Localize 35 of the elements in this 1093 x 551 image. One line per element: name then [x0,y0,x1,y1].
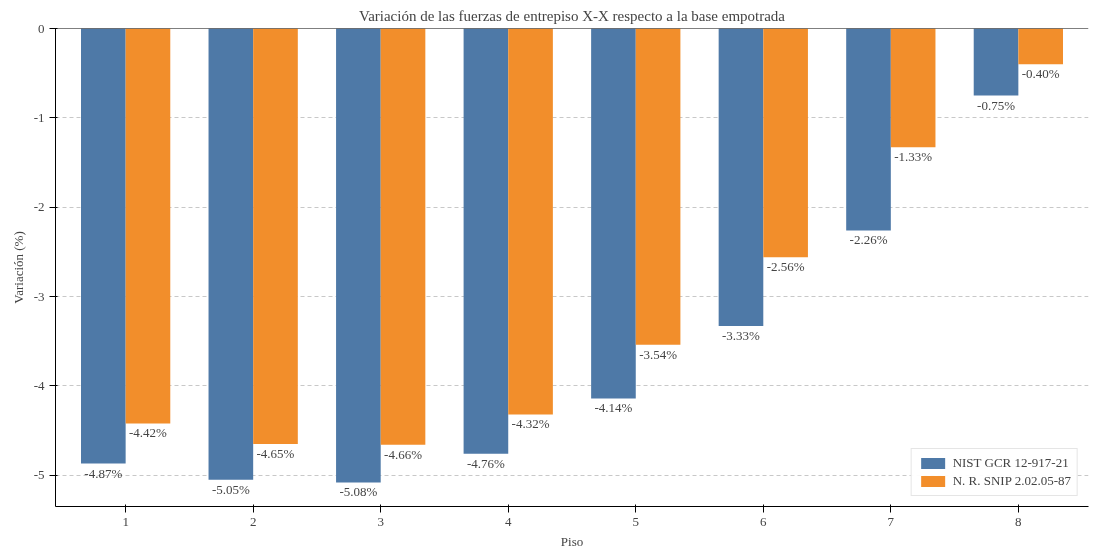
legend-label: NIST GCR 12-917-21 [952,455,1069,471]
data-label: -0.75% [977,97,1016,113]
data-label: -2.26% [849,232,888,248]
x-axis-title: Piso [560,533,584,549]
x-tick-label: 1 [122,513,129,529]
data-label: -5.05% [211,481,250,497]
x-tick-label: 7 [887,513,895,529]
y-tick-label: -3 [33,288,45,304]
y-tick-label: -5 [33,467,45,483]
x-tick-label: 4 [504,513,512,529]
data-label: -4.76% [466,455,506,471]
y-tick-label: 0 [38,20,45,36]
x-tick-label: 5 [632,513,640,529]
y-axis-title: Variación (%) [10,231,26,304]
x-tick-label: 3 [377,513,384,529]
data-label: -3.33% [722,328,761,344]
data-label: -2.56% [766,259,805,275]
data-label: -4.32% [511,416,550,432]
y-tick-label: -1 [33,109,45,125]
data-label: -0.40% [1021,66,1060,82]
x-tick-label: 2 [249,513,257,529]
data-label: -4.42% [129,425,168,441]
data-label: -4.65% [256,445,295,461]
y-tick-label: -2 [33,199,45,215]
data-label: -4.14% [594,400,633,416]
legend-label: N. R. SNIP 2.02.05-87 [952,473,1071,489]
data-label: -1.33% [894,149,933,165]
data-label: -4.87% [84,465,123,481]
data-label: -4.66% [384,446,423,462]
x-tick-label: 8 [1015,513,1022,529]
data-label: -3.54% [639,346,678,362]
y-tick-label: -4 [33,377,45,393]
x-tick-label: 6 [760,513,768,529]
data-label: -5.08% [339,484,378,500]
chart-title: Variación de las fuerzas de entrepiso X-X respecto a la base empotrada [358,7,786,24]
